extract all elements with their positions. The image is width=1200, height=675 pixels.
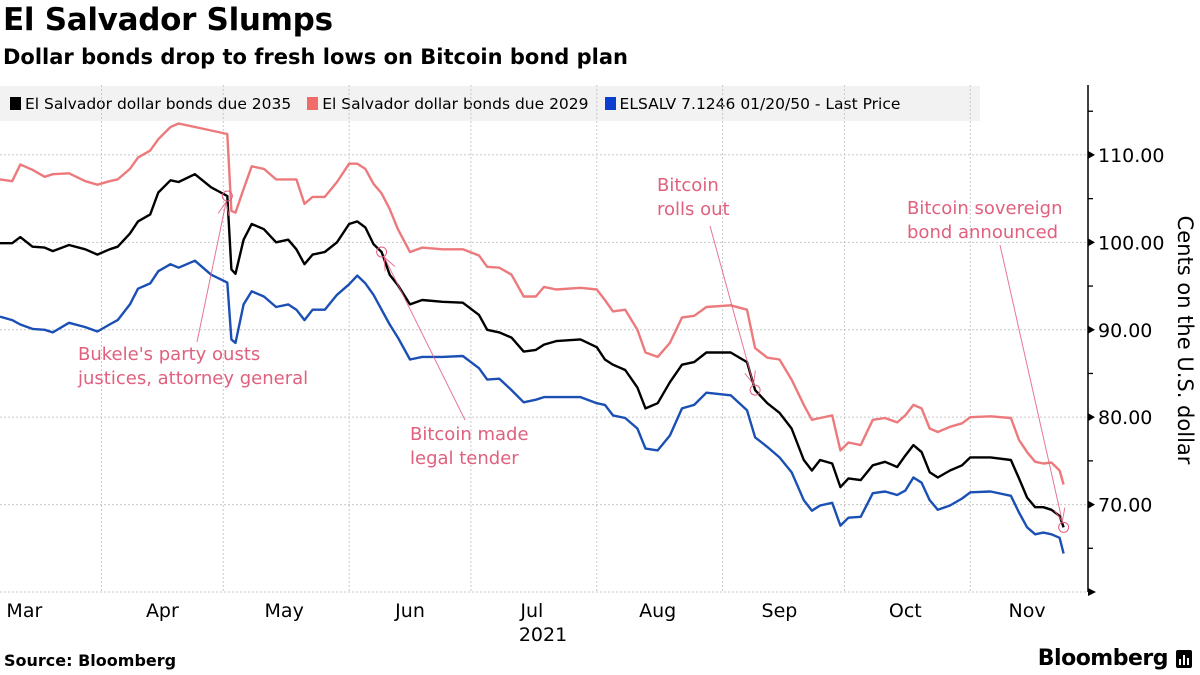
- y-major-tick: [1088, 413, 1095, 422]
- x-axis: Mar Apr May Jun Jul Aug Sep Oct Nov: [6, 600, 1045, 622]
- annotation-leader-line: [196, 201, 227, 343]
- x-tick-label: May: [265, 600, 304, 622]
- annotations: Bukele's party ousts justices, attorney g…: [77, 175, 1070, 533]
- x-tick-label: Nov: [1009, 600, 1046, 622]
- series-line-2035: [0, 173, 1065, 528]
- annotation-text: Bitcoin sovereign: [907, 198, 1062, 219]
- annotation-leader-line: [383, 257, 466, 421]
- series-line-2050: [0, 259, 1065, 554]
- legend-item-2050: ELSALV 7.1246 01/20/50 - Last Price: [604, 94, 901, 113]
- legend-label-2035: El Salvador dollar bonds due 2035: [25, 94, 292, 113]
- annotation-marker: [376, 246, 388, 258]
- y-tick-label: 70.00: [1098, 495, 1152, 517]
- legend-swatch-2050: [604, 97, 616, 110]
- x-tick-label: Jul: [519, 600, 543, 622]
- annotation-marker: [749, 384, 761, 396]
- y-major-tick: [1088, 238, 1095, 247]
- y-major-tick: [1088, 150, 1095, 159]
- annotation-arrowhead: [383, 256, 396, 272]
- y-tick-label: 80.00: [1098, 407, 1152, 429]
- chart-subtitle: Dollar bonds drop to fresh lows on Bitco…: [3, 45, 628, 69]
- annotation-text: Bitcoin: [657, 175, 719, 196]
- y-tick-label: 90.00: [1098, 320, 1152, 342]
- annotation: Bukele's party ousts justices, attorney g…: [77, 190, 308, 389]
- annotation-text: Bitcoin made: [410, 424, 529, 445]
- x-axis-year-label: 2021: [519, 624, 567, 646]
- y-major-tick: [1088, 500, 1095, 509]
- legend-swatch-2035: [10, 97, 21, 110]
- y-axis: 70.00 80.00 90.00 100.00 110.00: [1087, 85, 1164, 596]
- legend-item-2029: El Salvador dollar bonds due 2029: [307, 94, 589, 113]
- annotation-marker: [221, 190, 233, 202]
- annotation: Bitcoin rolls out: [657, 175, 761, 396]
- x-tick-label: Apr: [146, 600, 179, 622]
- legend-label-2029: El Salvador dollar bonds due 2029: [322, 94, 589, 113]
- bloomberg-terminal-icon: [1176, 649, 1192, 668]
- annotation-text: Bukele's party ousts: [78, 344, 260, 365]
- x-tick-label: Sep: [762, 600, 798, 622]
- source-note: Source: Bloomberg: [4, 651, 177, 670]
- gridlines: [0, 85, 1088, 593]
- bloomberg-logo: Bloomberg: [1038, 646, 1192, 671]
- brand-name: Bloomberg: [1037, 646, 1169, 671]
- y-axis-bottom-tick: [1088, 588, 1096, 596]
- series-line-2029: [0, 122, 1065, 485]
- annotation-arrowhead: [1053, 507, 1066, 523]
- annotation-text: justices, attorney general: [77, 368, 308, 389]
- y-axis-label: Cents on the U.S. dollar: [1173, 216, 1197, 465]
- legend-label-2050: ELSALV 7.1246 01/20/50 - Last Price: [619, 94, 901, 113]
- legend: El Salvador dollar bonds due 2035 El Sal…: [0, 86, 980, 121]
- legend-swatch-2029: [307, 97, 319, 110]
- y-tick-label: 110.00: [1098, 145, 1164, 167]
- annotation-arrowhead: [217, 200, 230, 216]
- legend-item-2035: El Salvador dollar bonds due 2035: [10, 95, 291, 113]
- annotation: Bitcoin made legal tender: [376, 246, 529, 469]
- x-tick-label: Oct: [889, 600, 922, 622]
- annotation-arrowhead: [744, 370, 756, 386]
- annotation: Bitcoin sovereign bond announced: [907, 198, 1070, 533]
- y-tick-label: 100.00: [1098, 232, 1164, 254]
- x-tick-label: Aug: [639, 600, 676, 622]
- series-lines: [0, 122, 1065, 554]
- annotation-leader-line: [999, 244, 1063, 522]
- annotation-text: rolls out: [657, 199, 730, 220]
- y-major-tick: [1088, 325, 1095, 334]
- annotation-text: legal tender: [410, 448, 519, 469]
- annotation-text: bond announced: [907, 222, 1058, 243]
- annotation-marker: [1058, 521, 1070, 533]
- x-tick-label: Mar: [6, 600, 42, 622]
- x-tick-label: Jun: [394, 600, 425, 622]
- annotation-leader-line: [709, 225, 754, 385]
- chart-title: El Salvador Slumps: [3, 2, 333, 38]
